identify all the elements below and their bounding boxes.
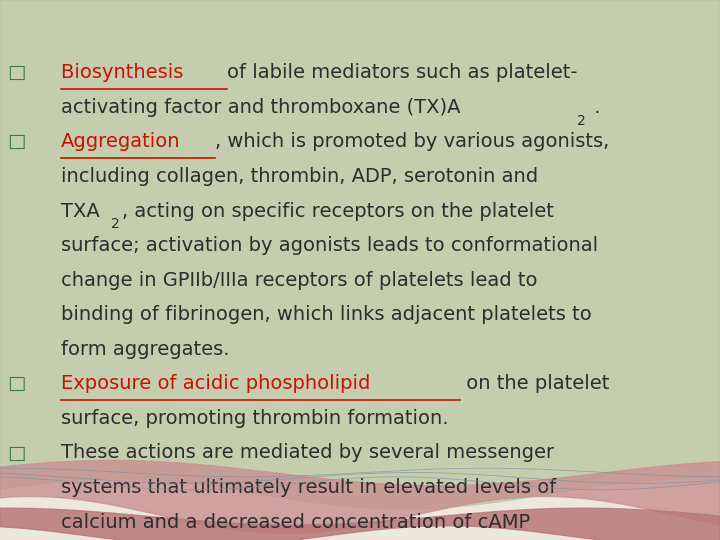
Text: calcium and a decreased concentration of cAMP: calcium and a decreased concentration of… (61, 512, 531, 531)
Text: TXA: TXA (61, 201, 100, 220)
Text: activating factor and thromboxane (TX)A: activating factor and thromboxane (TX)A (61, 98, 461, 117)
Text: , acting on specific receptors on the platelet: , acting on specific receptors on the pl… (122, 201, 554, 220)
Text: on the platelet: on the platelet (460, 374, 610, 393)
Text: Aggregation: Aggregation (61, 132, 181, 151)
Text: □: □ (7, 443, 26, 462)
Text: Biosynthesis: Biosynthesis (61, 63, 190, 82)
Text: These actions are mediated by several messenger: These actions are mediated by several me… (61, 443, 554, 462)
Text: Exposure of acidic phospholipid: Exposure of acidic phospholipid (61, 374, 371, 393)
Text: .: . (588, 98, 600, 117)
Text: change in GPIIb/IIIa receptors of platelets lead to: change in GPIIb/IIIa receptors of platel… (61, 271, 538, 289)
Text: □: □ (7, 63, 26, 82)
Text: of labile mediators such as platelet-: of labile mediators such as platelet- (228, 63, 577, 82)
Text: □: □ (7, 132, 26, 151)
Text: 2: 2 (577, 114, 585, 128)
Text: surface, promoting thrombin formation.: surface, promoting thrombin formation. (61, 409, 449, 428)
Text: including collagen, thrombin, ADP, serotonin and: including collagen, thrombin, ADP, serot… (61, 167, 539, 186)
Text: 2: 2 (111, 218, 120, 232)
Text: systems that ultimately result in elevated levels of: systems that ultimately result in elevat… (61, 478, 557, 497)
Text: binding of fibrinogen, which links adjacent platelets to: binding of fibrinogen, which links adjac… (61, 305, 592, 324)
Text: , which is promoted by various agonists,: , which is promoted by various agonists, (215, 132, 610, 151)
Text: form aggregates.: form aggregates. (61, 340, 230, 359)
Text: □: □ (7, 374, 26, 393)
Text: surface; activation by agonists leads to conformational: surface; activation by agonists leads to… (61, 236, 598, 255)
